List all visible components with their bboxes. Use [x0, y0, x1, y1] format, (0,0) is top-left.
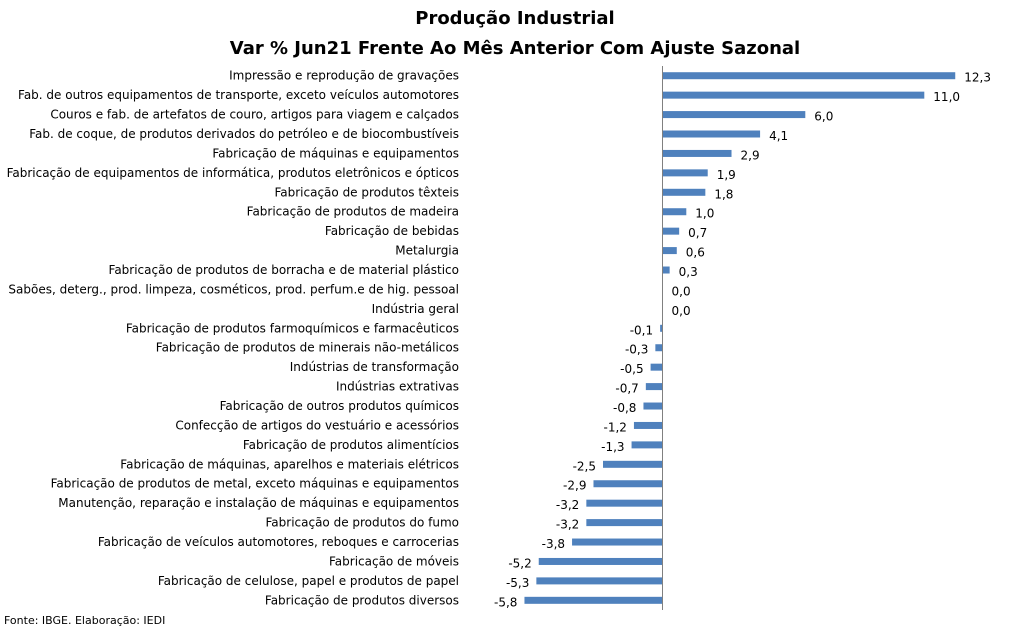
bar: [538, 557, 663, 565]
bar: [662, 247, 677, 255]
category-label: Fabricação de veículos automotores, rebo…: [98, 535, 459, 549]
data-label: -3,2: [556, 498, 579, 512]
bar: [662, 130, 761, 138]
category-label: Fabricação de produtos alimentícios: [243, 438, 459, 452]
category-label: Impressão e reprodução de gravações: [229, 69, 459, 83]
category-label: Fabricação de móveis: [329, 554, 459, 568]
category-label: Fabricação de produtos de metal, exceto …: [51, 477, 459, 491]
chart-subtitle: Var % Jun21 Frente Ao Mês Anterior Com A…: [230, 38, 800, 59]
bar: [586, 519, 663, 527]
data-label: -3,8: [542, 537, 565, 551]
data-label: 0,0: [672, 304, 691, 318]
category-label: Fabricação de produtos têxteis: [274, 185, 459, 199]
category-label: Metalurgia: [395, 244, 459, 258]
bar: [662, 266, 670, 274]
bar: [633, 421, 663, 429]
data-label: 0,7: [688, 226, 707, 240]
bar: [586, 499, 663, 507]
data-label: -0,7: [615, 382, 638, 396]
category-labels: Impressão e reprodução de gravações Fab. …: [7, 69, 459, 608]
bar: [650, 363, 663, 371]
data-label: -2,9: [563, 479, 586, 493]
data-label: 1,9: [717, 168, 736, 182]
bar: [655, 344, 663, 352]
category-label: Fabricação de produtos de madeira: [247, 205, 459, 219]
bar: [643, 402, 663, 410]
data-label: -5,3: [506, 576, 529, 590]
bar: [660, 324, 663, 332]
category-label: Fabricação de bebidas: [325, 224, 459, 238]
data-label: 11,0: [933, 90, 960, 104]
data-label: -0,1: [630, 323, 653, 337]
category-label: Fabricação de produtos de borracha e de …: [109, 263, 459, 277]
bar: [593, 480, 663, 488]
bar: [662, 91, 925, 99]
category-label: Fabricação de produtos de minerais não-m…: [156, 341, 459, 355]
bar: [662, 188, 706, 196]
data-label: -1,2: [604, 420, 627, 434]
bar: [662, 149, 732, 157]
category-label: Fab. de coque, de produtos derivados do …: [29, 127, 459, 141]
bar: [603, 460, 663, 468]
bar: [662, 208, 687, 216]
category-label: Fabricação de produtos farmoquímicos e f…: [126, 321, 459, 335]
data-label: -5,8: [494, 595, 517, 609]
data-label: 12,3: [964, 71, 991, 85]
data-label: -1,3: [601, 440, 624, 454]
category-label: Confecção de artigos do vestuário e aces…: [175, 418, 459, 432]
data-label: 4,1: [769, 129, 788, 143]
category-label: Manutenção, reparação e instalação de má…: [58, 496, 459, 510]
data-label: -0,3: [625, 343, 648, 357]
bar: [662, 227, 680, 235]
data-label: 1,0: [695, 207, 714, 221]
category-label: Fabricação de outros produtos químicos: [220, 399, 459, 413]
data-label: 0,0: [672, 284, 691, 298]
data-label: -5,2: [508, 556, 531, 570]
category-label: Indústrias extrativas: [336, 380, 459, 394]
category-label: Sabões, deterg., prod. limpeza, cosmétic…: [8, 282, 459, 296]
data-label: -3,2: [556, 518, 579, 532]
bar: [524, 596, 663, 604]
value-labels: 12,3 11,0 6,0 4,1 2,9 1,9 1,81,0 0,7 0,6 0,3 0,0 0,…: [494, 71, 991, 610]
category-label: Fab. de outros equipamentos de transport…: [18, 88, 459, 102]
category-label: Fabricação de celulose, papel e produtos…: [158, 574, 459, 588]
category-label: Couros e fab. de artefatos de couro, art…: [50, 108, 459, 122]
bar: [662, 111, 806, 119]
data-label: 1,8: [714, 187, 733, 201]
data-label: 0,6: [686, 246, 705, 260]
bars: [524, 72, 956, 604]
data-label: 6,0: [814, 110, 833, 124]
bar: [572, 538, 663, 546]
chart-title: Produção Industrial: [415, 8, 614, 29]
data-label: -0,5: [620, 362, 643, 376]
category-label: Fabricação de produtos diversos: [265, 593, 459, 607]
category-label: Fabricação de máquinas, aparelhos e mate…: [120, 457, 459, 471]
bar: [631, 441, 663, 449]
data-label: 0,3: [679, 265, 698, 279]
bar: [536, 577, 663, 585]
bar: [645, 383, 663, 391]
category-label: Indústria geral: [372, 302, 459, 316]
category-label: Fabricação de produtos do fumo: [265, 516, 459, 530]
source-note: Fonte: IBGE. Elaboração: IEDI: [4, 614, 165, 627]
category-label: Indústrias de transformação: [290, 360, 459, 374]
data-label: 2,9: [741, 148, 760, 162]
data-label: -2,5: [573, 459, 596, 473]
category-label: Fabricação de máquinas e equipamentos: [212, 146, 459, 160]
data-label: -0,8: [613, 401, 636, 415]
bar: [662, 169, 708, 177]
category-label: Fabricação de equipamentos de informátic…: [7, 166, 459, 180]
bar: [662, 72, 956, 80]
